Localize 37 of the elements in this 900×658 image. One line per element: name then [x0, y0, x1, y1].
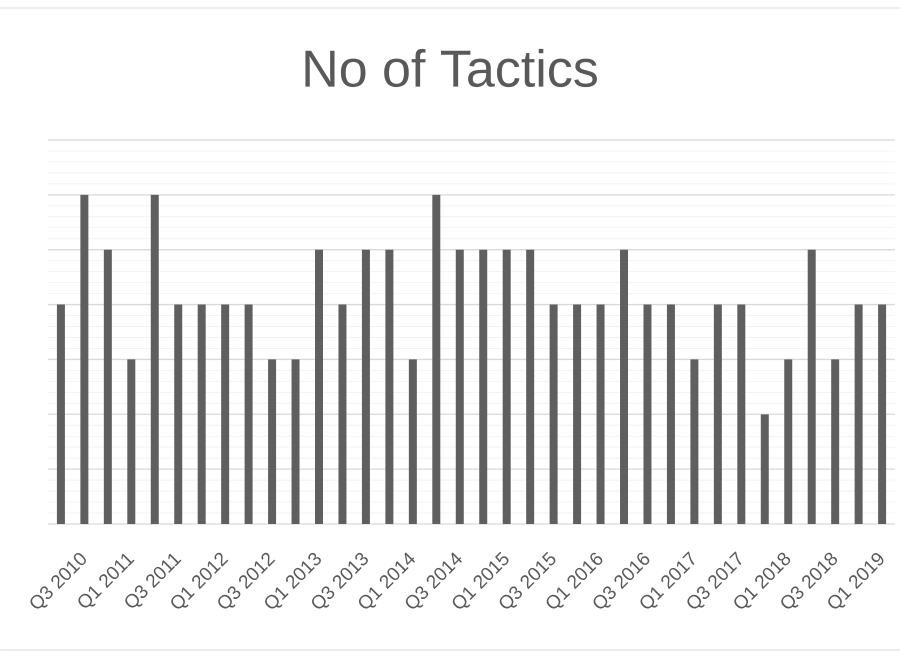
- bar: [831, 359, 840, 524]
- bar: [174, 304, 182, 524]
- bar: [244, 304, 253, 524]
- bar: [385, 250, 394, 524]
- bar: [408, 359, 417, 524]
- bar: [315, 250, 323, 524]
- bar: [338, 304, 346, 524]
- bar: [714, 304, 722, 524]
- bar: [268, 359, 276, 524]
- bar: [362, 250, 370, 524]
- bar: [526, 250, 534, 524]
- bar: [56, 304, 65, 524]
- bar: [127, 359, 136, 524]
- chart-title: No of Tactics: [305, 48, 597, 88]
- bar: [502, 250, 511, 524]
- bar: [760, 414, 769, 524]
- bar: [573, 304, 582, 524]
- bar: [784, 359, 792, 524]
- bar: [596, 304, 605, 524]
- bar: [690, 359, 698, 524]
- bar: [479, 250, 488, 524]
- bar: [198, 304, 206, 524]
- bar: [292, 359, 300, 524]
- bar: [878, 304, 886, 524]
- bar: [80, 194, 88, 524]
- bar: [432, 194, 440, 524]
- bar: [808, 250, 816, 524]
- bar: [666, 304, 675, 524]
- bar: [620, 250, 628, 524]
- bar: [854, 304, 863, 524]
- bar: [104, 250, 112, 524]
- bar: [550, 304, 558, 524]
- bar: [150, 194, 159, 524]
- bar: [737, 304, 746, 524]
- bar: [221, 304, 230, 524]
- bar: [643, 304, 652, 524]
- bar: [456, 250, 464, 524]
